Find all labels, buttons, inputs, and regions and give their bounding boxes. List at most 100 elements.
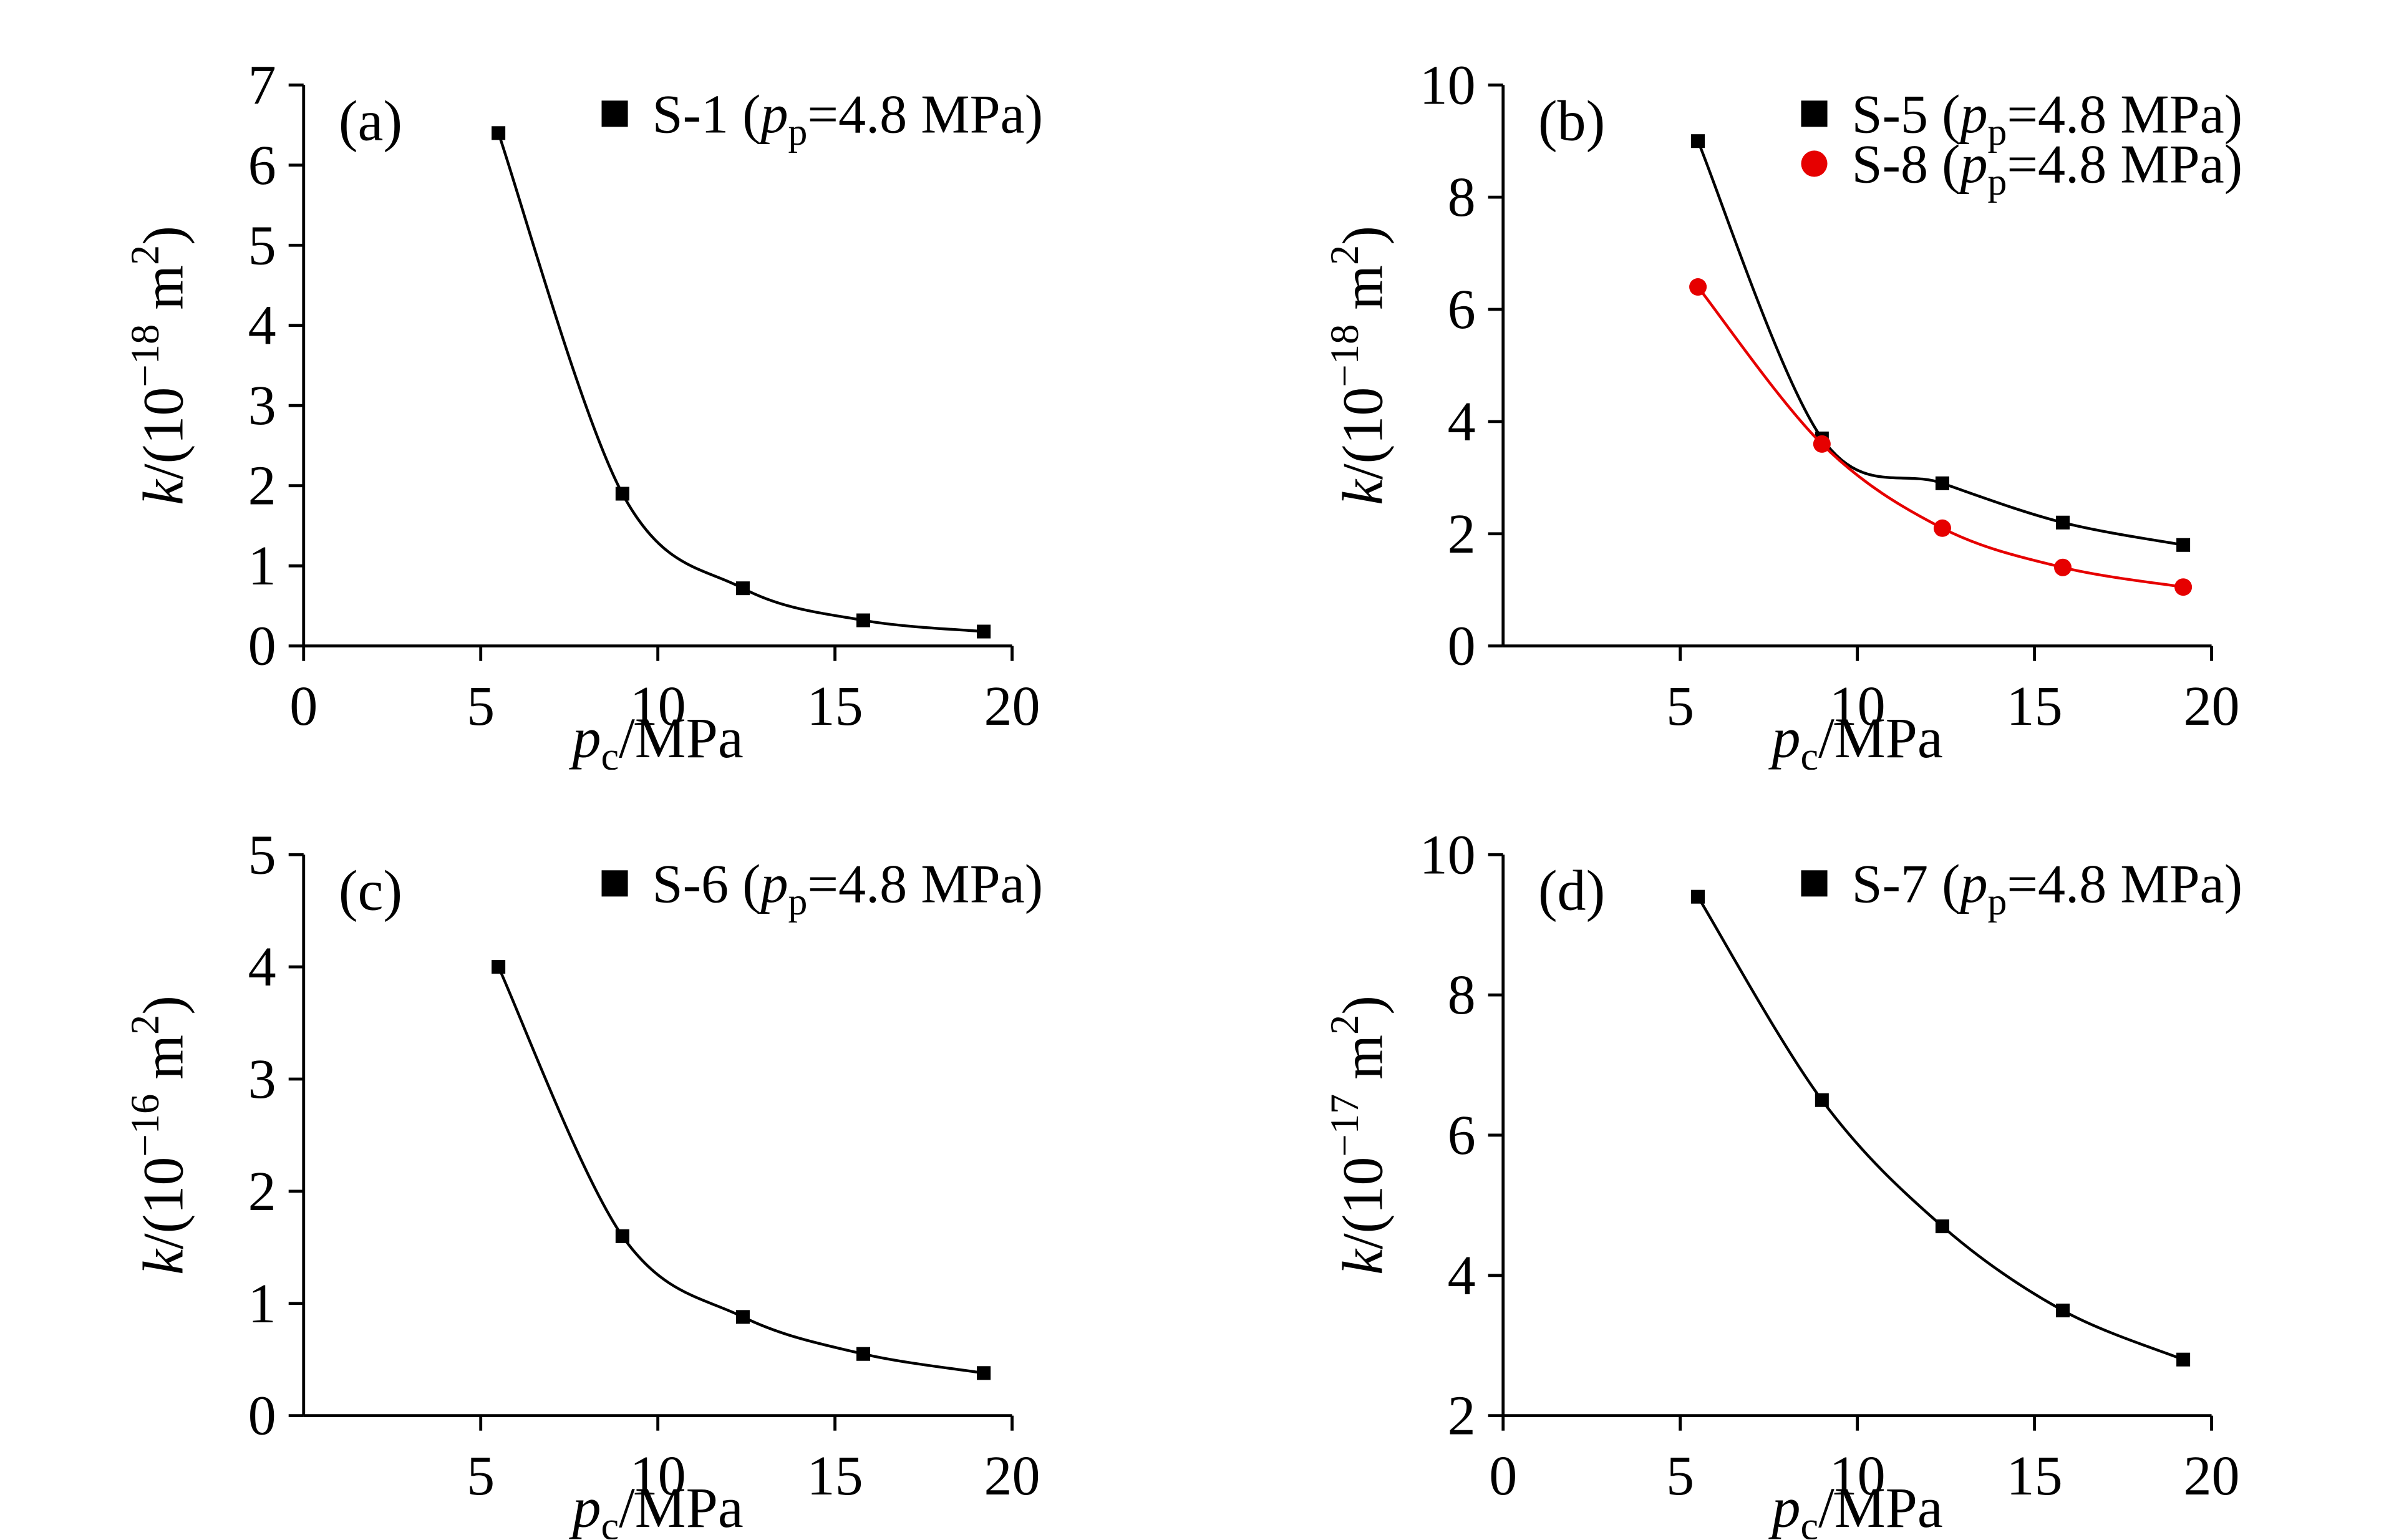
panel-label: (b) bbox=[1538, 89, 1605, 152]
y-tick-label: 0 bbox=[248, 616, 276, 677]
legend-marker-square bbox=[1801, 100, 1828, 127]
legend: S-7 (pp=4.8 MPa) bbox=[1801, 853, 2242, 923]
data-point bbox=[615, 487, 629, 501]
x-tick-label: 0 bbox=[289, 676, 317, 737]
y-tick-label: 1 bbox=[248, 1273, 276, 1335]
panel-b: 5 10 15 20 0 2 4 6 8 10 pc/MPa k/(10−18 m2) (b) S-5 (… bbox=[1200, 0, 2399, 770]
y-tick-label: 4 bbox=[248, 295, 276, 357]
y-tick-label: 0 bbox=[248, 1385, 276, 1447]
x-tick-label: 15 bbox=[2007, 676, 2063, 737]
series-fit-curve bbox=[497, 966, 984, 1375]
x-tick-label: 5 bbox=[1666, 676, 1694, 737]
data-point bbox=[1689, 278, 1707, 296]
y-tick-label: 3 bbox=[248, 1048, 276, 1110]
data-point bbox=[1691, 134, 1705, 148]
data-point bbox=[977, 1366, 991, 1380]
data-point bbox=[856, 613, 871, 627]
legend-marker-square bbox=[601, 100, 628, 127]
x-tick-label: 10 bbox=[630, 1445, 686, 1507]
y-tick-label: 4 bbox=[1448, 1245, 1476, 1307]
panel-label: (c) bbox=[339, 858, 402, 922]
data-point bbox=[2056, 1303, 2070, 1318]
y-tick-label: 5 bbox=[248, 824, 276, 886]
x-tick-label: 5 bbox=[1666, 1445, 1694, 1507]
panel-d: 0 5 10 15 20 2 4 6 8 10 pc/MPa k/(10−17 m2) (d) S-7 (… bbox=[1200, 770, 2399, 1539]
x-axis-label: pc/MPa bbox=[568, 706, 743, 770]
panel-a: 0 5 10 15 20 0 1 2 3 4 5 6 7 pc/MPa k/(10−18 m2) (a) S-1… bbox=[0, 0, 1200, 770]
panel-c: 5 10 15 20 0 1 2 3 4 5 pc/MPa k/(10−16 m2) (c) S-6 (p… bbox=[0, 770, 1200, 1539]
axes: 5 10 15 20 0 1 2 3 4 5 bbox=[248, 824, 1040, 1507]
axes: 5 10 15 20 0 2 4 6 8 10 bbox=[1420, 54, 2240, 737]
x-tick-label: 15 bbox=[807, 676, 863, 737]
y-tick-label: 2 bbox=[248, 455, 276, 517]
x-tick-label: 20 bbox=[984, 1445, 1040, 1507]
x-tick-label: 10 bbox=[630, 676, 686, 737]
x-tick-label: 15 bbox=[2007, 1445, 2063, 1507]
legend-label: S-6 (pp=4.8 MPa) bbox=[652, 853, 1043, 923]
data-point bbox=[2176, 1352, 2191, 1367]
series-points bbox=[1691, 889, 2191, 1367]
y-tick-label: 8 bbox=[1448, 964, 1476, 1026]
legend-marker-square bbox=[601, 870, 628, 897]
data-point bbox=[492, 126, 506, 140]
x-tick-label: 5 bbox=[467, 1445, 495, 1507]
data-point bbox=[977, 624, 991, 639]
y-tick-label: 1 bbox=[248, 535, 276, 597]
series-fit-curve bbox=[1697, 140, 2184, 546]
y-axis-label: k/(10−18 m2) bbox=[123, 226, 195, 505]
data-point bbox=[1815, 1093, 1829, 1107]
data-point bbox=[2053, 558, 2072, 576]
y-tick-label: 4 bbox=[248, 936, 276, 998]
legend-label: S-5 (pp=4.8 MPa) bbox=[1852, 84, 2242, 153]
series-fit-curve bbox=[1697, 286, 2184, 589]
x-axis-label: pc/MPa bbox=[568, 1476, 743, 1539]
series-points bbox=[1691, 134, 2191, 552]
series-fit-curve bbox=[1697, 896, 2184, 1361]
data-point bbox=[735, 581, 750, 596]
chart-c: 5 10 15 20 0 1 2 3 4 5 pc/MPa k/(10−16 m2) (c) S-6 (p… bbox=[123, 824, 1043, 1539]
x-axis-label: pc/MPa bbox=[1768, 706, 1942, 770]
series-fit-curve bbox=[497, 132, 984, 633]
data-point bbox=[1813, 435, 1831, 453]
y-tick-label: 4 bbox=[1448, 391, 1476, 453]
data-point bbox=[1935, 1219, 1949, 1234]
legend-label: S-8 (pp=4.8 MPa) bbox=[1852, 133, 2242, 203]
y-tick-label: 2 bbox=[1448, 503, 1476, 565]
legend: S-5 (pp=4.8 MPa)S-8 (pp=4.8 MPa) bbox=[1801, 84, 2242, 203]
data-point bbox=[2174, 578, 2193, 596]
y-tick-label: 0 bbox=[1448, 616, 1476, 677]
axes: 0 5 10 15 20 0 1 2 3 4 5 6 7 bbox=[248, 54, 1040, 737]
data-point bbox=[1691, 889, 1705, 904]
y-tick-label: 6 bbox=[1448, 1105, 1476, 1166]
x-tick-label: 10 bbox=[1830, 1445, 1886, 1507]
data-point bbox=[1933, 519, 1951, 537]
x-tick-label: 20 bbox=[2183, 676, 2239, 737]
x-tick-label: 20 bbox=[984, 676, 1040, 737]
data-point bbox=[2056, 515, 2070, 530]
data-point bbox=[735, 1310, 750, 1324]
data-point bbox=[2176, 538, 2191, 552]
x-tick-label: 0 bbox=[1489, 1445, 1517, 1507]
legend-marker-square bbox=[1801, 870, 1828, 897]
x-tick-label: 5 bbox=[467, 676, 495, 737]
y-tick-label: 5 bbox=[248, 215, 276, 276]
series-points bbox=[492, 126, 991, 639]
y-tick-label: 6 bbox=[1448, 279, 1476, 341]
y-tick-label: 2 bbox=[1448, 1385, 1476, 1447]
panel-label: (a) bbox=[339, 89, 402, 152]
data-point bbox=[492, 960, 506, 974]
panel-label: (d) bbox=[1538, 858, 1605, 922]
chart-a: 0 5 10 15 20 0 1 2 3 4 5 6 7 pc/MPa k/(10−18 m2) (a) S-1… bbox=[123, 54, 1043, 770]
y-axis-label: k/(10−17 m2) bbox=[1322, 995, 1395, 1275]
x-tick-label: 20 bbox=[2183, 1445, 2239, 1507]
series-points bbox=[492, 960, 991, 1380]
legend: S-1 (pp=4.8 MPa) bbox=[601, 84, 1043, 153]
legend-label: S-7 (pp=4.8 MPa) bbox=[1852, 853, 2242, 923]
y-axis-label: k/(10−18 m2) bbox=[1322, 226, 1395, 505]
data-point bbox=[1935, 476, 1949, 490]
y-tick-label: 10 bbox=[1420, 54, 1476, 116]
y-tick-label: 7 bbox=[248, 54, 276, 116]
